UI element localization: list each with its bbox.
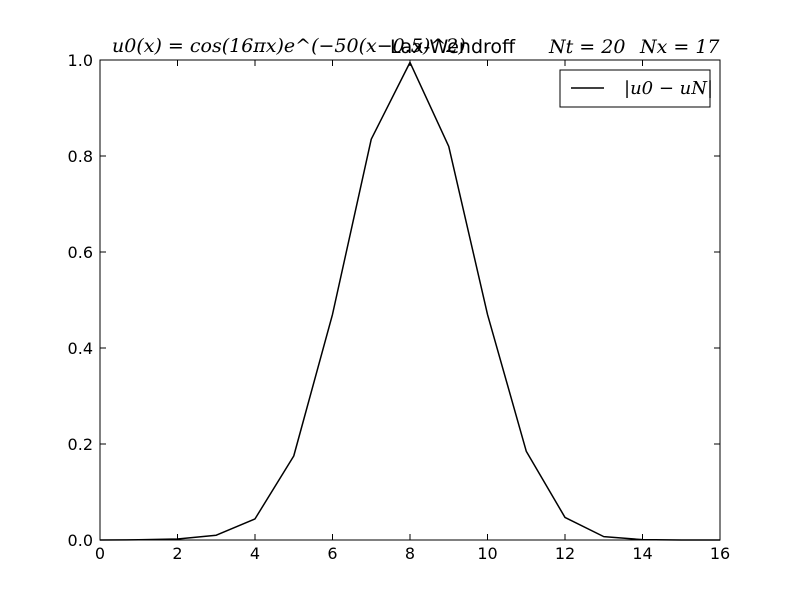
- y-tick-label: 0.0: [68, 531, 93, 550]
- chart-title-nx: Nx = 17: [639, 36, 720, 58]
- y-tick-label: 1.0: [68, 51, 93, 70]
- ticks-layer: 0 2 4 6 8 10 12 14 16 0.0 0.2 0.4 0.6 0.8 1.0: [68, 51, 731, 563]
- plot-frame: [99, 59, 721, 541]
- x-tick-label: 10: [477, 544, 497, 563]
- series-line: [99, 61, 720, 541]
- y-tick-label: 0.8: [68, 147, 93, 166]
- chart-title-nt: Nt = 20: [548, 36, 625, 58]
- x-tick-label: 2: [172, 544, 182, 563]
- line-layer: [99, 61, 721, 541]
- x-tick-label: 14: [632, 544, 652, 563]
- chart-title: Lax-Wendroff: [390, 36, 516, 58]
- legend-label: |u0 − uN|: [624, 78, 713, 99]
- x-tick-label: 12: [555, 544, 575, 563]
- x-tick-label: 4: [250, 544, 260, 563]
- y-tick-label: 0.6: [68, 243, 93, 262]
- x-tick-label: 0: [95, 544, 105, 563]
- title-row: u0(x) = cos(16πx)e^(−50(x−0.5)^2) Lax-We…: [112, 35, 720, 58]
- x-tick-label: 6: [327, 544, 337, 563]
- x-tick-label: 16: [710, 544, 730, 563]
- y-tick-label: 0.4: [68, 339, 93, 358]
- y-tick-label: 0.2: [68, 435, 93, 454]
- legend: |u0 − uN|: [559, 69, 713, 108]
- chart-title-formula: u0(x) = cos(16πx)e^(−50(x−0.5)^2): [112, 35, 466, 57]
- x-tick-label: 8: [405, 544, 415, 563]
